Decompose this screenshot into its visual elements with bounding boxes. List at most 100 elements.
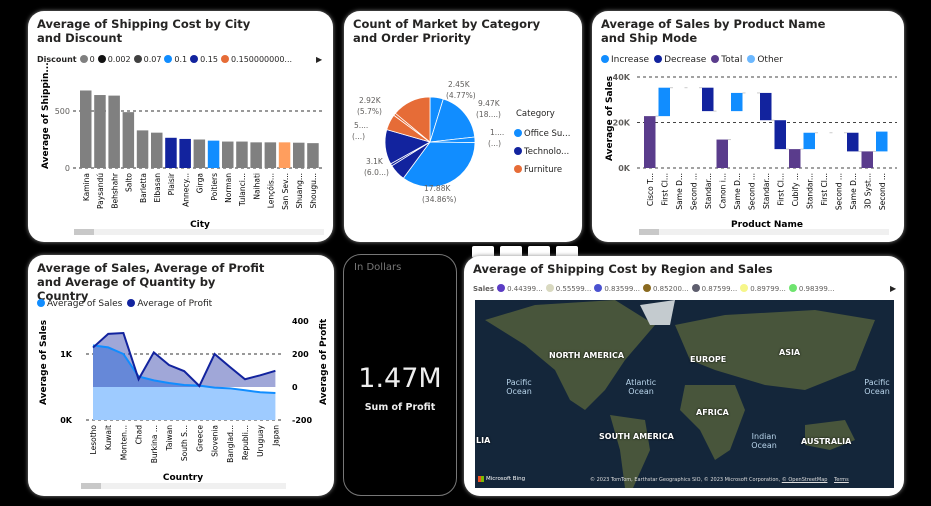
chart-legend: Office Su... Technolo... Furniture <box>514 125 570 179</box>
legend-dot-icon <box>711 55 720 63</box>
x-tick-label: Republi... <box>241 425 250 460</box>
legend-label: 0.44399... <box>507 285 543 293</box>
x-tick-label: Taiwan <box>165 425 174 452</box>
waterfall-bar <box>716 139 728 168</box>
x-tick-label: Slovenia <box>211 425 220 457</box>
legend-dot-icon <box>788 284 797 292</box>
legend-item[interactable]: 0.1 <box>164 55 187 64</box>
legend-label: Other <box>757 55 783 65</box>
slice-data-label: 2.45K <box>448 80 471 89</box>
legend-item[interactable]: Other <box>747 55 783 65</box>
more-options-icon[interactable] <box>556 246 578 258</box>
legend-item[interactable]: Furniture <box>514 161 570 179</box>
x-tick-label: Kuwait <box>104 425 113 450</box>
horizontal-scrollbar[interactable] <box>639 229 889 235</box>
x-tick-label: 3D Syst... <box>864 173 873 209</box>
map-canvas[interactable] <box>475 300 894 488</box>
slice-data-label-percent: (4.77%) <box>446 91 476 100</box>
legend-item[interactable]: 0.002 <box>97 55 131 64</box>
bar-Poitiers <box>207 140 220 168</box>
x-tick-label: Salto <box>125 173 134 192</box>
market-by-category-pie[interactable]: Count of Market by Category and Order Pr… <box>344 11 582 242</box>
legend-item[interactable]: Decrease <box>654 55 706 65</box>
bar-Kamina <box>80 90 92 168</box>
x-tick-label: Japan <box>271 425 280 447</box>
bar-Behshahr <box>108 95 120 168</box>
legend-next-arrow-icon[interactable]: ▶ <box>890 284 897 293</box>
legend-item[interactable]: Increase <box>601 55 649 65</box>
x-tick-label: Barletta <box>139 173 148 203</box>
bar-Lençóis... <box>264 142 277 168</box>
south-america-landmass <box>610 415 650 488</box>
x-tick-label: Shuang... <box>295 173 304 209</box>
waterfall-bar <box>658 87 670 117</box>
legend-item[interactable]: Total <box>711 55 742 65</box>
map-label-australia: AUSTRALIA <box>801 437 852 446</box>
bar-Norman <box>222 141 234 168</box>
legend-item[interactable]: 0.150000000... <box>220 55 292 64</box>
legend-item[interactable]: 0.89799... <box>740 284 786 293</box>
horizontal-scrollbar[interactable] <box>81 483 286 489</box>
focus-mode-icon[interactable] <box>500 246 522 258</box>
x-tick-label: Lençóis... <box>267 173 276 208</box>
legend-dot-icon <box>220 55 229 63</box>
legend-item[interactable]: 0.85200... <box>642 284 689 293</box>
slice-data-label-percent: (...) <box>488 139 501 148</box>
chart-title: Average of Shipping Cost by City and Dis… <box>37 17 251 45</box>
legend-next-arrow-icon[interactable]: ▶ <box>316 55 323 64</box>
legend-label: 0.55599... <box>555 285 592 293</box>
chart-legend: Average of Sales Average of Profit <box>37 299 212 309</box>
x-tick-label: Greece <box>195 425 204 452</box>
terms-link[interactable]: Terms <box>834 477 849 483</box>
legend-item[interactable]: Technolo... <box>514 143 570 161</box>
pie-slice <box>429 98 476 143</box>
x-axis-title: Country <box>163 473 203 483</box>
map-ocean-pacific: Pacific Ocean <box>506 378 532 396</box>
x-tick-label: Behshahr <box>110 172 119 209</box>
x-tick-label: San Sev... <box>281 173 290 210</box>
legend-item[interactable]: 0.87599... <box>691 284 737 293</box>
x-tick-label: Same D... <box>675 173 684 210</box>
map-label-asia: ASIA <box>779 348 801 357</box>
legend-item[interactable]: 0.07 <box>133 55 162 64</box>
waterfall-bar <box>861 151 873 168</box>
legend-item[interactable]: 0.44399... <box>497 284 543 293</box>
x-axis-title: City <box>190 220 210 230</box>
waterfall-bar <box>760 92 772 121</box>
card-label: Sum of Profit <box>364 402 436 413</box>
legend-dot-icon <box>497 284 506 292</box>
map-label-north-america: NORTH AMERICA <box>549 351 625 360</box>
x-tick-label: Second ... <box>835 173 844 210</box>
chart-title: Average of Shipping Cost by Region and S… <box>473 262 773 276</box>
sales-profit-by-country-chart[interactable]: Average of Sales, Average of Profit and … <box>28 255 334 496</box>
legend-item[interactable]: Office Su... <box>514 125 570 143</box>
waterfall-bar <box>702 87 714 112</box>
map-attribution: © 2023 TomTom, Earthstar Geographics SIO… <box>590 477 849 483</box>
legend-item[interactable]: Average of Profit <box>127 299 212 309</box>
bar-Shougu... <box>307 143 319 168</box>
legend-item[interactable]: 0.98399... <box>788 284 834 293</box>
openstreetmap-link[interactable]: © OpenStreetMap <box>781 477 828 483</box>
x-tick-label: Standar... <box>762 173 771 209</box>
filter-icon[interactable] <box>472 246 494 258</box>
bar-Girga <box>193 139 206 168</box>
legend-dot-icon <box>79 55 88 63</box>
sales-by-product-waterfall[interactable]: Average of Sales by Product Name and Shi… <box>592 11 904 242</box>
bar-Shuang... <box>293 142 305 168</box>
expand-icon[interactable] <box>528 246 550 258</box>
slice-data-label-percent: (18....) <box>476 110 501 119</box>
legend-item[interactable]: Average of Sales <box>37 299 122 309</box>
legend-label: 0.83599... <box>604 285 640 293</box>
shipping-cost-by-region-map[interactable]: Average of Shipping Cost by Region and S… <box>464 256 904 496</box>
legend-item[interactable]: 0.83599... <box>594 284 640 293</box>
shipping-cost-by-city-chart[interactable]: Average of Shipping Cost by City and Dis… <box>28 11 333 242</box>
horizontal-scrollbar[interactable] <box>74 229 324 235</box>
bar-Annecy... <box>179 138 191 168</box>
legend-label: 0.07 <box>143 55 162 64</box>
legend-item[interactable]: 0 <box>79 55 95 64</box>
x-tick-label: Kamina <box>82 173 91 201</box>
x-tick-label: Naihati <box>252 173 261 200</box>
x-tick-label: First Cl... <box>820 173 829 206</box>
legend-item[interactable]: 0.15 <box>190 55 218 64</box>
legend-item[interactable]: 0.55599... <box>545 284 592 293</box>
